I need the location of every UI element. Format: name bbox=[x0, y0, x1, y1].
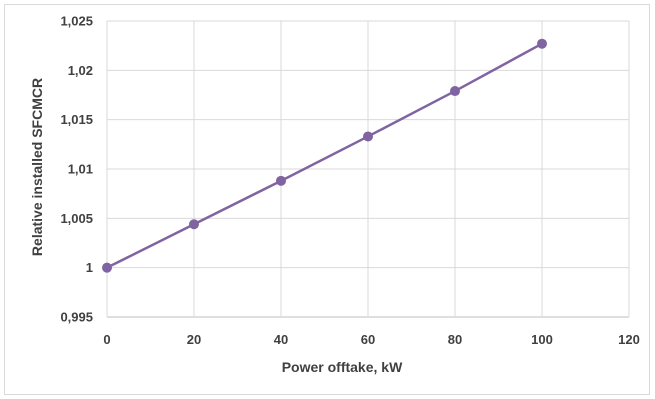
x-tick-label: 100 bbox=[531, 332, 553, 347]
y-axis-title: Relative installed SFCMCR bbox=[29, 78, 45, 256]
x-tick-label: 40 bbox=[274, 332, 288, 347]
data-point bbox=[450, 86, 460, 97]
y-tick-label: 1,005 bbox=[60, 211, 93, 226]
data-point bbox=[363, 131, 373, 142]
data-point bbox=[276, 175, 286, 186]
series-line bbox=[106, 42, 543, 269]
y-tick-label: 1 bbox=[86, 260, 93, 275]
gridlines bbox=[106, 20, 630, 318]
x-axis-title: Power offtake, kW bbox=[282, 359, 403, 375]
data-point bbox=[537, 38, 547, 49]
y-axis-ticks: 0,995 1 1,005 1,01 1,015 1,02 1,025 bbox=[60, 14, 93, 325]
y-tick-label: 1,01 bbox=[68, 162, 93, 177]
y-tick-label: 1,015 bbox=[60, 112, 93, 127]
data-point bbox=[102, 262, 112, 273]
x-tick-label: 0 bbox=[103, 332, 110, 347]
x-tick-label: 120 bbox=[618, 332, 640, 347]
x-tick-label: 80 bbox=[448, 332, 462, 347]
x-axis-ticks: 0 20 40 60 80 100 120 bbox=[103, 332, 639, 347]
x-tick-label: 60 bbox=[361, 332, 375, 347]
data-point bbox=[189, 219, 199, 230]
data-series bbox=[102, 38, 547, 273]
y-tick-label: 0,995 bbox=[60, 310, 93, 325]
x-tick-label: 20 bbox=[187, 332, 201, 347]
y-tick-label: 1,025 bbox=[60, 14, 93, 29]
y-tick-label: 1,02 bbox=[68, 63, 93, 78]
